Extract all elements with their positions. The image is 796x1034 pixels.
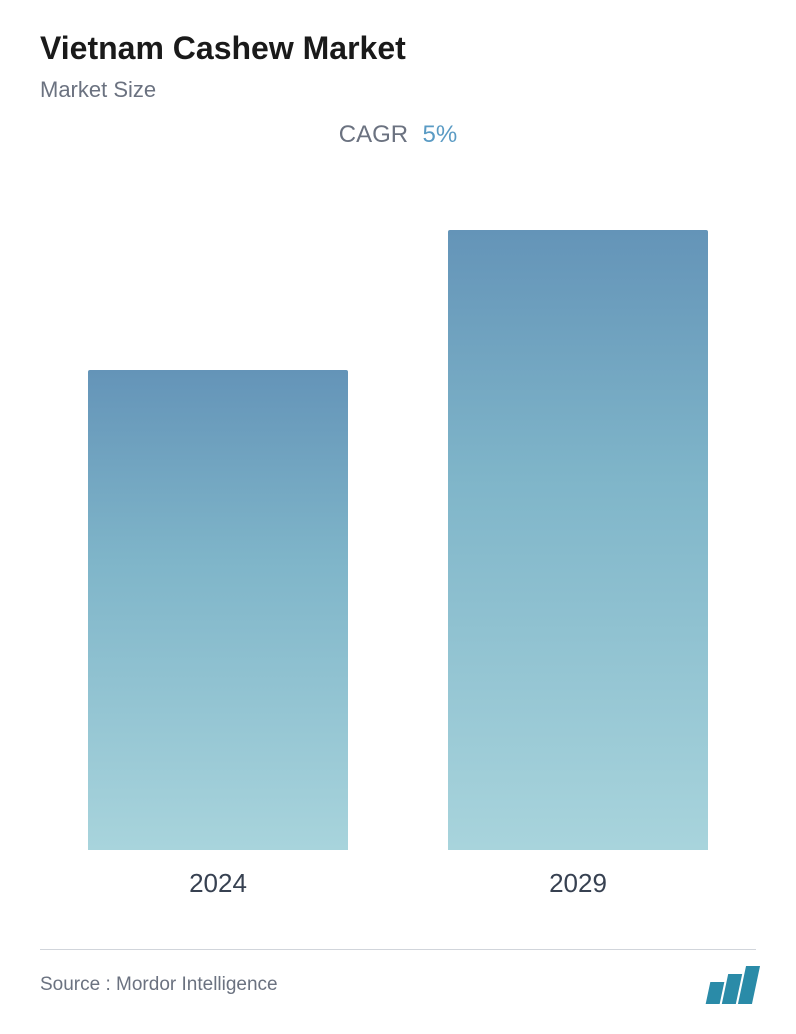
bar-label: 2024: [189, 868, 247, 899]
chart-container: Vietnam Cashew Market Market Size CAGR 5…: [0, 0, 796, 1034]
source-text: Source : Mordor Intelligence: [40, 974, 278, 996]
footer: Source : Mordor Intelligence: [40, 949, 756, 1004]
page-title: Vietnam Cashew Market: [40, 30, 756, 67]
page-subtitle: Market Size: [40, 77, 756, 103]
mordor-logo-icon: [708, 966, 756, 1004]
bar-chart: 2024 2029: [40, 209, 756, 919]
cagr-label: CAGR: [339, 121, 408, 148]
bar-group: 2024: [88, 370, 348, 899]
bar-group: 2029: [448, 230, 708, 899]
cagr-row: CAGR 5%: [40, 121, 756, 149]
bar-label: 2029: [549, 868, 607, 899]
bar-2024: [88, 370, 348, 850]
bar-2029: [448, 230, 708, 850]
cagr-value: 5%: [423, 121, 458, 148]
